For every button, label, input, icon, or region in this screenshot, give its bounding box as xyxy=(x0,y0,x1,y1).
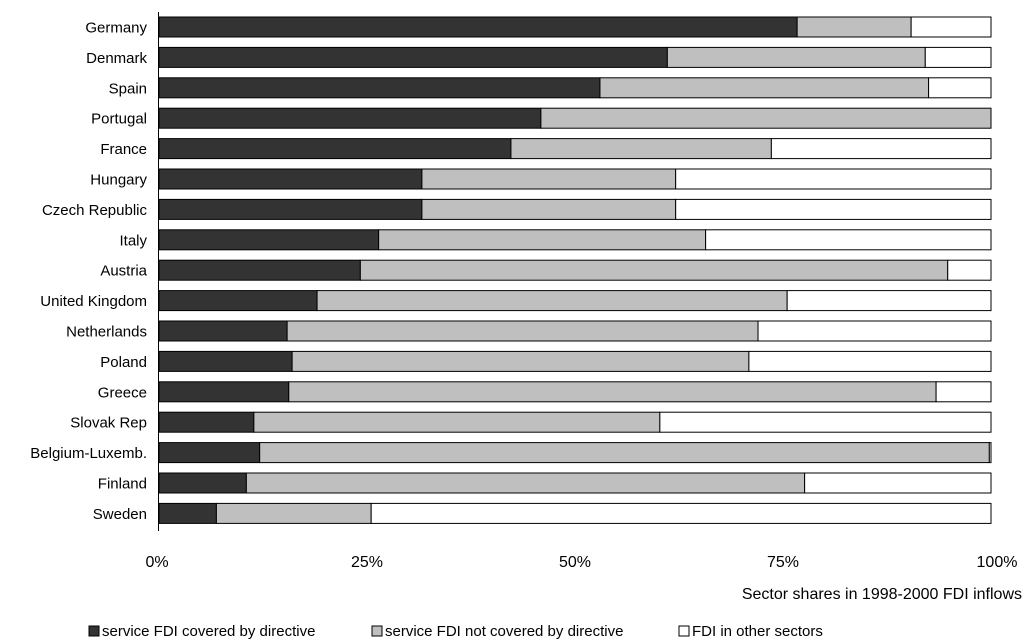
bar-finland-service-fdi-not-covered-by-directive xyxy=(245,472,806,494)
category-label-united-kingdom: United Kingdom xyxy=(40,293,147,310)
bar-germany-service-fdi-covered-by-directive xyxy=(158,16,798,38)
legend-swatch-service-fdi-not-covered-by-directive xyxy=(371,625,383,637)
bar-austria-fdi-in-other-sectors xyxy=(947,259,992,281)
legend-swatch-fdi-in-other-sectors xyxy=(678,625,690,637)
x-axis-title: Sector shares in 1998-2000 FDI inflows xyxy=(742,586,1022,603)
bar-france-fdi-in-other-sectors xyxy=(770,138,992,160)
bar-italy-fdi-in-other-sectors xyxy=(705,229,992,251)
category-label-belgium-luxemb: Belgium-Luxemb. xyxy=(30,445,147,462)
bar-greece-service-fdi-covered-by-directive xyxy=(158,381,290,403)
bar-italy-service-fdi-covered-by-directive xyxy=(158,229,380,251)
bar-germany-service-fdi-not-covered-by-directive xyxy=(796,16,912,38)
bar-united-kingdom-service-fdi-covered-by-directive xyxy=(158,290,318,312)
bar-slovak-rep-fdi-in-other-sectors xyxy=(659,411,992,433)
bar-spain-fdi-in-other-sectors xyxy=(928,77,992,99)
bar-belgium-luxemb-service-fdi-covered-by-directive xyxy=(158,442,261,464)
bar-netherlands-service-fdi-covered-by-directive xyxy=(158,320,288,342)
bar-france-service-fdi-covered-by-directive xyxy=(158,138,512,160)
category-label-czech-republic: Czech Republic xyxy=(42,202,148,219)
category-label-spain: Spain xyxy=(109,80,147,97)
category-label-denmark: Denmark xyxy=(86,50,147,67)
category-label-sweden: Sweden xyxy=(93,506,147,523)
category-labels: Germany Denmark Spain Portugal France Hungary… xyxy=(30,20,147,523)
bar-hungary-service-fdi-covered-by-directive xyxy=(158,168,423,190)
bar-belgium-luxemb-fdi-in-other-sectors xyxy=(988,442,992,464)
bar-austria-service-fdi-covered-by-directive xyxy=(158,259,361,281)
category-label-france: France xyxy=(100,141,147,158)
bar-germany-fdi-in-other-sectors xyxy=(910,16,992,38)
bar-czech-republic-fdi-in-other-sectors xyxy=(675,198,992,220)
category-label-netherlands: Netherlands xyxy=(66,324,147,341)
x-tick-labels: 0% 25% 50% 75% 100% xyxy=(145,554,1017,571)
x-tick-label: 50% xyxy=(559,554,591,571)
legend-label-service-fdi-covered-by-directive: service FDI covered by directive xyxy=(102,623,315,639)
bar-finland-service-fdi-covered-by-directive xyxy=(158,472,247,494)
bar-netherlands-fdi-in-other-sectors xyxy=(757,320,992,342)
bar-netherlands-service-fdi-not-covered-by-directive xyxy=(286,320,759,342)
bar-portugal-service-fdi-not-covered-by-directive xyxy=(540,107,992,129)
bar-sweden-service-fdi-not-covered-by-directive xyxy=(215,502,372,524)
bar-poland-service-fdi-covered-by-directive xyxy=(158,350,293,372)
category-label-austria: Austria xyxy=(100,263,147,280)
bar-denmark-service-fdi-not-covered-by-directive xyxy=(666,46,926,68)
category-label-italy: Italy xyxy=(119,232,147,249)
bar-finland-fdi-in-other-sectors xyxy=(804,472,992,494)
category-label-finland: Finland xyxy=(98,476,147,493)
bar-austria-service-fdi-not-covered-by-directive xyxy=(359,259,949,281)
bar-denmark-fdi-in-other-sectors xyxy=(924,46,992,68)
bar-greece-service-fdi-not-covered-by-directive xyxy=(288,381,937,403)
legend-swatch-service-fdi-covered-by-directive xyxy=(88,625,100,637)
legend-label-fdi-in-other-sectors: FDI in other sectors xyxy=(692,623,823,639)
x-tick-label: 25% xyxy=(351,554,383,571)
bar-denmark-service-fdi-covered-by-directive xyxy=(158,46,668,68)
bar-czech-republic-service-fdi-not-covered-by-directive xyxy=(421,198,677,220)
bar-slovak-rep-service-fdi-covered-by-directive xyxy=(158,411,255,433)
bar-united-kingdom-fdi-in-other-sectors xyxy=(786,290,992,312)
category-label-hungary: Hungary xyxy=(90,172,147,189)
x-tick-label: 0% xyxy=(145,554,168,571)
bar-slovak-rep-service-fdi-not-covered-by-directive xyxy=(253,411,661,433)
bar-czech-republic-service-fdi-covered-by-directive xyxy=(158,198,423,220)
category-label-greece: Greece xyxy=(98,384,147,401)
category-label-germany: Germany xyxy=(85,20,147,37)
bar-sweden-service-fdi-covered-by-directive xyxy=(158,502,217,524)
legend: service FDI covered by directive service … xyxy=(88,623,823,639)
bar-poland-fdi-in-other-sectors xyxy=(748,350,992,372)
bars xyxy=(158,16,992,524)
bar-portugal-service-fdi-covered-by-directive xyxy=(158,107,542,129)
x-tick-label: 75% xyxy=(767,554,799,571)
bar-greece-fdi-in-other-sectors xyxy=(935,381,992,403)
bar-hungary-fdi-in-other-sectors xyxy=(675,168,992,190)
bar-italy-service-fdi-not-covered-by-directive xyxy=(378,229,707,251)
bar-sweden-fdi-in-other-sectors xyxy=(370,502,992,524)
bar-poland-service-fdi-not-covered-by-directive xyxy=(291,350,750,372)
category-label-portugal: Portugal xyxy=(91,111,147,128)
category-label-poland: Poland xyxy=(100,354,147,371)
category-label-slovak-rep: Slovak Rep xyxy=(70,415,147,432)
x-tick-label: 100% xyxy=(977,554,1018,571)
legend-label-service-fdi-not-covered-by-directive: service FDI not covered by directive xyxy=(385,623,623,639)
bar-spain-service-fdi-not-covered-by-directive xyxy=(599,77,930,99)
bar-spain-service-fdi-covered-by-directive xyxy=(158,77,601,99)
bar-hungary-service-fdi-not-covered-by-directive xyxy=(421,168,677,190)
bar-belgium-luxemb-service-fdi-not-covered-by-directive xyxy=(259,442,990,464)
bar-united-kingdom-service-fdi-not-covered-by-directive xyxy=(316,290,788,312)
bar-france-service-fdi-not-covered-by-directive xyxy=(510,138,772,160)
